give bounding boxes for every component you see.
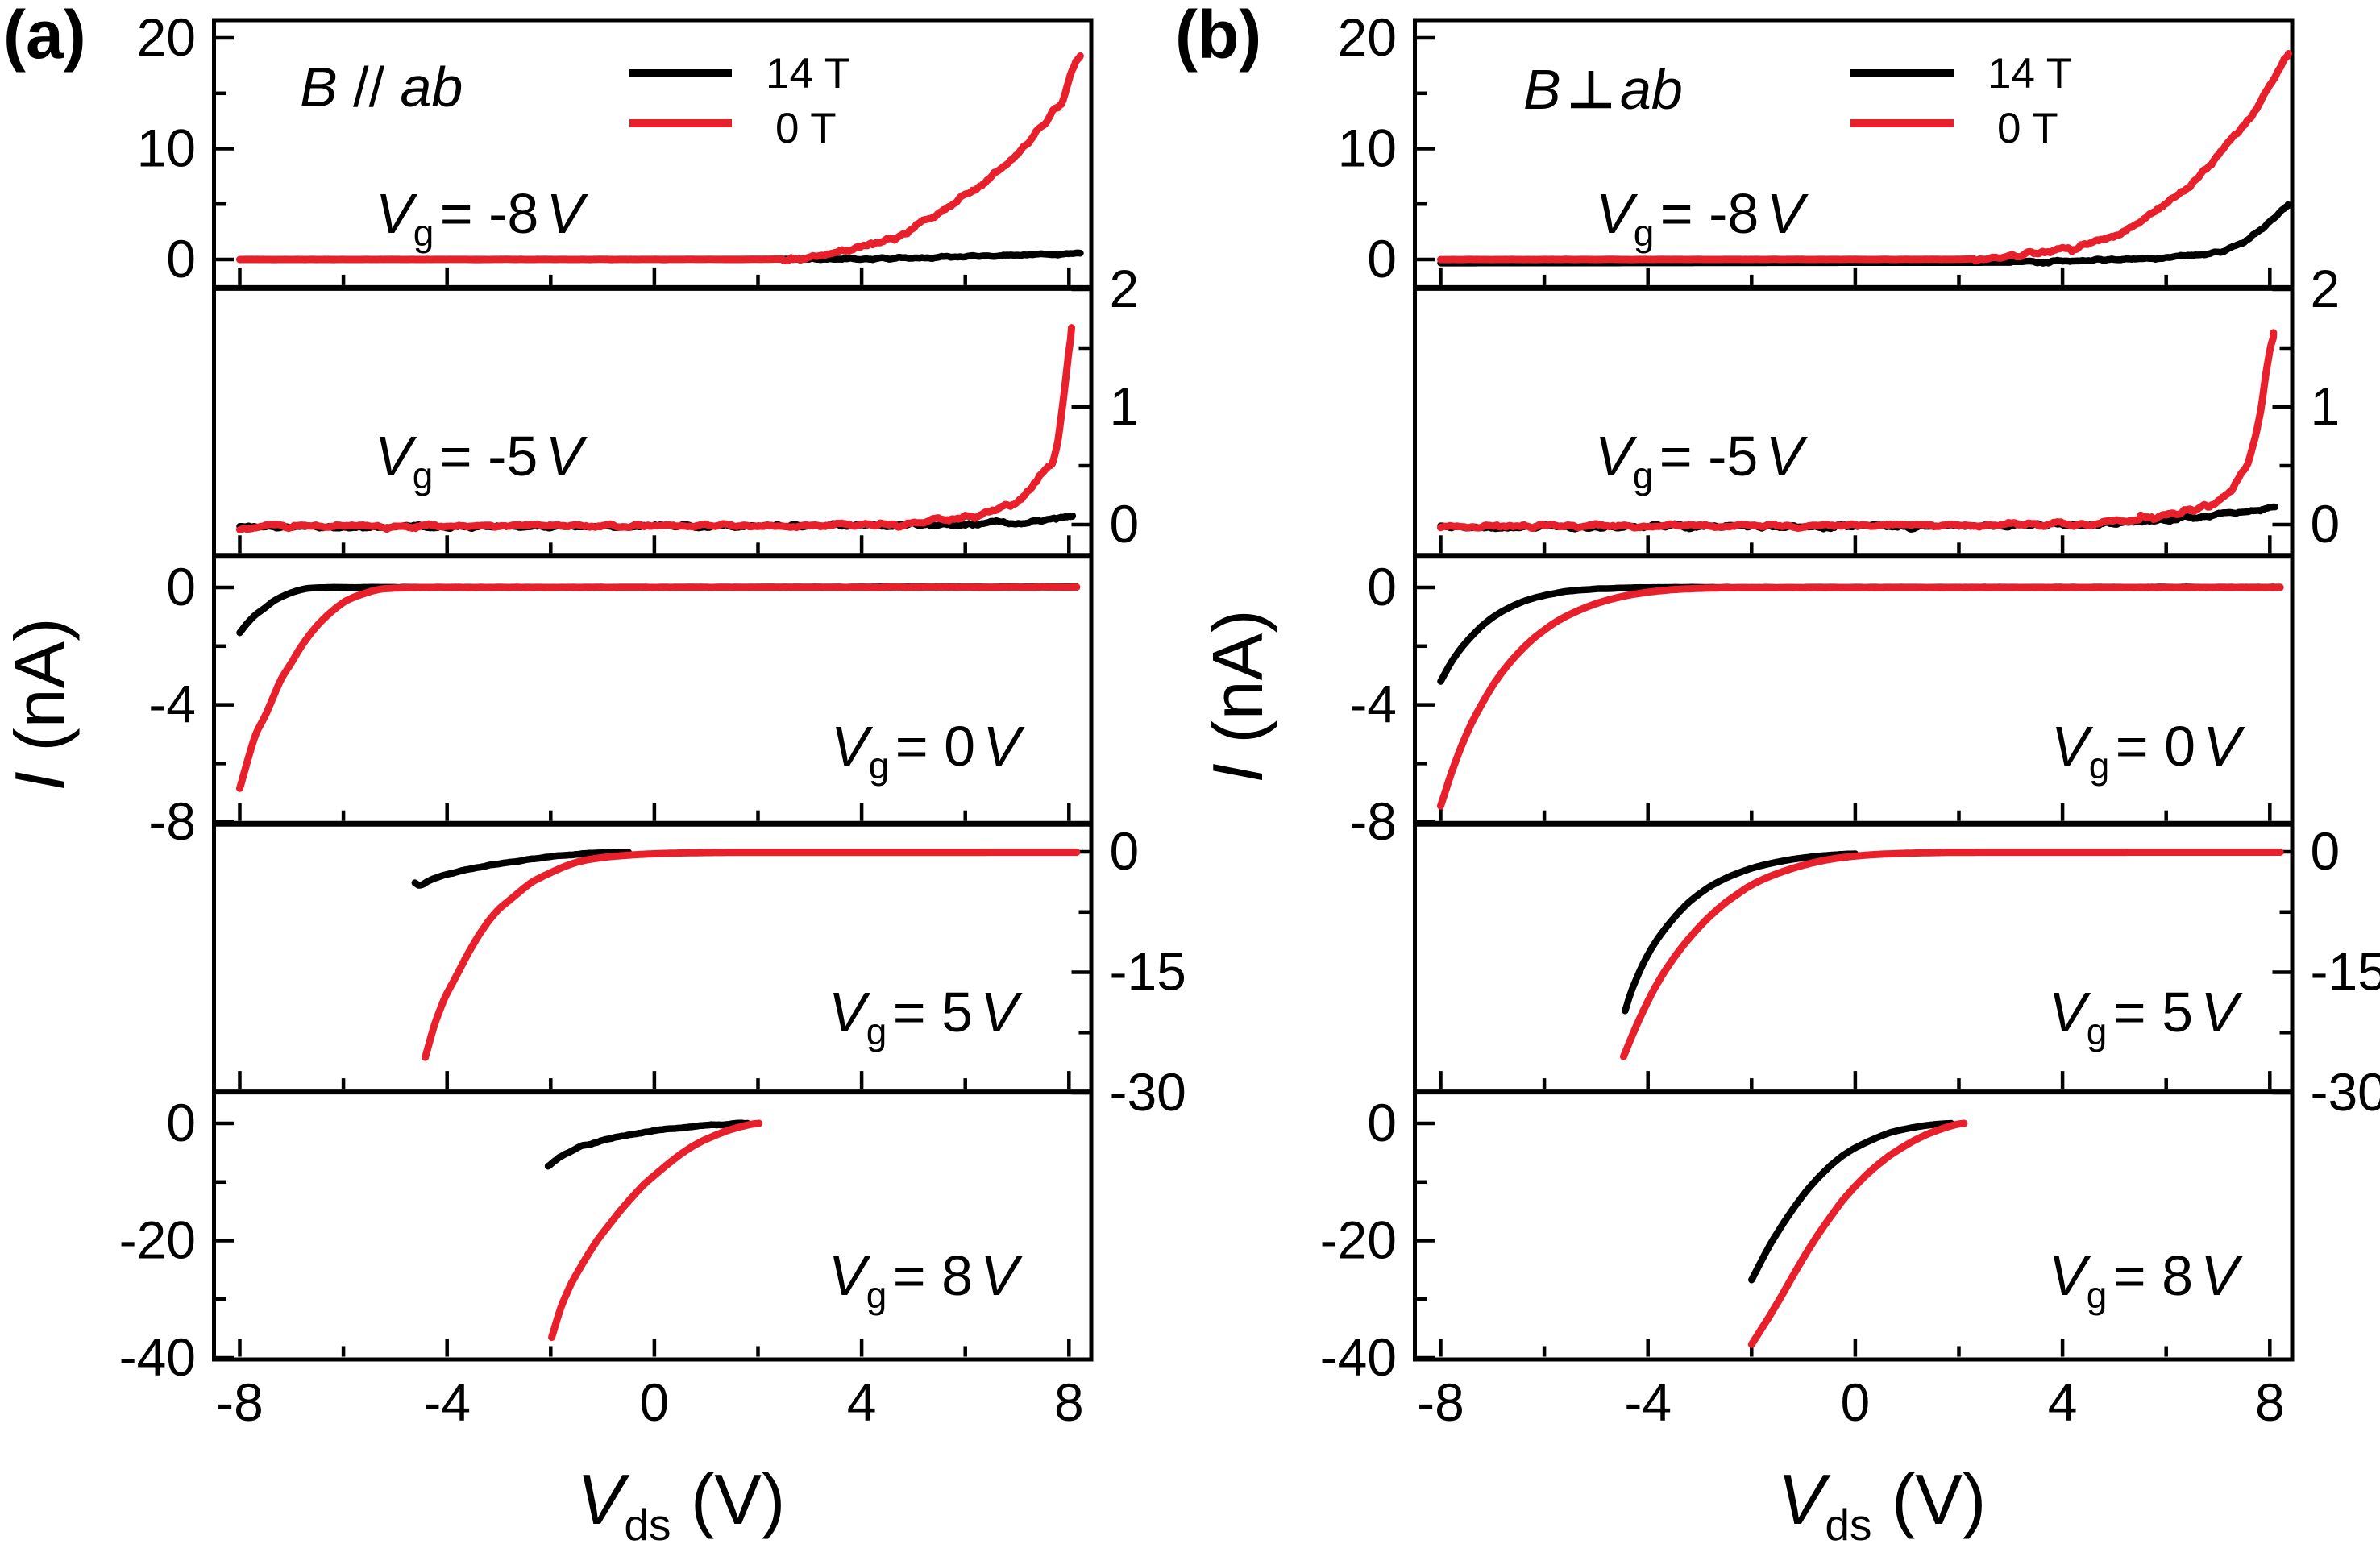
svg-text:8: 8 — [2255, 1372, 2285, 1432]
svg-text:-8: -8 — [148, 791, 196, 851]
svg-text:Vg = 8 V: Vg = 8 V — [2049, 1244, 2243, 1316]
svg-text:Vg = 0 V: Vg = 0 V — [2051, 715, 2245, 787]
svg-text:8: 8 — [1054, 1372, 1084, 1432]
svg-text:0: 0 — [166, 557, 196, 616]
svg-text:-4: -4 — [1349, 674, 1397, 734]
svg-text:(a): (a) — [3, 0, 86, 73]
svg-text:14 T: 14 T — [1987, 50, 2072, 98]
svg-text:-40: -40 — [1320, 1327, 1397, 1387]
svg-text:0: 0 — [2311, 821, 2341, 881]
svg-text:20: 20 — [137, 7, 196, 67]
svg-text:0: 0 — [640, 1372, 670, 1432]
svg-text:Vds (V): Vds (V) — [577, 1459, 786, 1544]
svg-text:20: 20 — [1338, 7, 1397, 67]
svg-text:-20: -20 — [1320, 1210, 1397, 1270]
svg-text:0 T: 0 T — [1997, 105, 2058, 152]
svg-text:Vg = 0 V: Vg = 0 V — [831, 715, 1025, 787]
svg-text:Vg = 5 V: Vg = 5 V — [2049, 981, 2243, 1052]
svg-text:Vg = -5 V: Vg = -5 V — [1595, 425, 1809, 496]
svg-text:1: 1 — [2311, 376, 2341, 436]
svg-text:-4: -4 — [1624, 1372, 1672, 1432]
svg-text:ab: ab — [1620, 58, 1683, 121]
svg-text:Vg = -5 V: Vg = -5 V — [375, 425, 588, 496]
svg-text:(b): (b) — [1175, 0, 1261, 73]
svg-text:0: 0 — [1110, 821, 1140, 881]
svg-text:-20: -20 — [119, 1210, 196, 1270]
svg-text:-8: -8 — [1349, 791, 1397, 851]
svg-text:-40: -40 — [119, 1327, 196, 1387]
svg-text:0: 0 — [2311, 494, 2341, 554]
svg-text:14 T: 14 T — [766, 50, 850, 98]
svg-text:4: 4 — [847, 1372, 877, 1432]
svg-text:Vg = 5 V: Vg = 5 V — [829, 981, 1023, 1052]
svg-text:-30: -30 — [1110, 1062, 1186, 1122]
svg-text:-8: -8 — [216, 1372, 264, 1432]
svg-text:0: 0 — [1841, 1372, 1871, 1432]
svg-text:B: B — [1523, 58, 1561, 121]
svg-text:I (nA): I (nA) — [1198, 609, 1277, 782]
svg-text:-8: -8 — [1417, 1372, 1464, 1432]
svg-text:2: 2 — [1110, 259, 1140, 318]
svg-text:1: 1 — [1110, 376, 1140, 436]
svg-text:10: 10 — [1338, 118, 1397, 178]
svg-text:I (nA): I (nA) — [0, 617, 80, 791]
svg-text:0 T: 0 T — [775, 105, 837, 152]
svg-text:10: 10 — [137, 118, 196, 178]
svg-text:0: 0 — [1367, 229, 1397, 288]
svg-text:0: 0 — [1110, 494, 1140, 554]
svg-text:-15: -15 — [2311, 942, 2380, 1002]
svg-text:-4: -4 — [148, 674, 196, 734]
svg-text:0: 0 — [1367, 557, 1397, 616]
svg-text:0: 0 — [1367, 1093, 1397, 1152]
svg-text:2: 2 — [2311, 259, 2341, 318]
svg-text:-15: -15 — [1110, 942, 1186, 1002]
svg-text:Vg = 8 V: Vg = 8 V — [829, 1244, 1023, 1316]
svg-text:-4: -4 — [423, 1372, 471, 1432]
svg-text:Vg = -8 V: Vg = -8 V — [1596, 182, 1809, 254]
svg-text:4: 4 — [2048, 1372, 2078, 1432]
svg-text:-30: -30 — [2311, 1062, 2380, 1122]
svg-text:0: 0 — [166, 229, 196, 288]
svg-text:Vg = -8 V: Vg = -8 V — [376, 182, 589, 254]
svg-text:B // ab: B // ab — [300, 56, 463, 118]
svg-text:Vds (V): Vds (V) — [1778, 1459, 1987, 1544]
svg-text:0: 0 — [166, 1093, 196, 1152]
